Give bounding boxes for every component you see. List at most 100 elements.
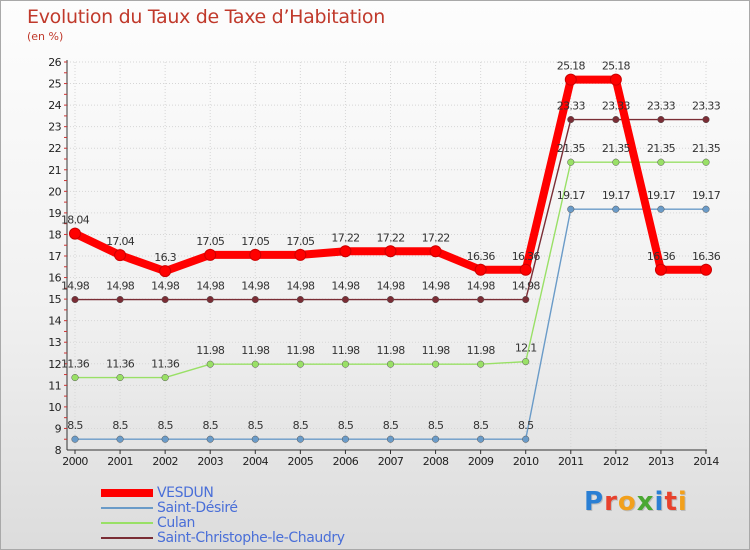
data-point (702, 205, 710, 213)
data-label: 14.98 (106, 280, 135, 293)
data-point (116, 374, 124, 382)
data-point (251, 360, 259, 368)
legend-label-culan: Culan (157, 515, 195, 531)
y-tick-label: 8 (55, 444, 62, 457)
data-point (294, 248, 307, 261)
data-label: 14.98 (61, 280, 90, 293)
data-point (384, 245, 397, 258)
legend-label-saint-christophe: Saint-Christophe-le-Chaudry (157, 530, 345, 546)
data-label: 17.05 (241, 235, 270, 248)
y-tick-label: 9 (55, 422, 62, 435)
data-label: 11.98 (422, 344, 451, 357)
y-tick-label: 20 (48, 185, 61, 198)
data-point (612, 116, 620, 124)
data-label: 19.17 (647, 189, 676, 202)
x-tick-label: 2013 (648, 455, 674, 468)
data-point (204, 248, 217, 261)
y-tick-label: 17 (48, 250, 61, 263)
data-point (296, 295, 304, 304)
data-label: 8.5 (338, 419, 354, 432)
data-label: 11.36 (61, 358, 90, 371)
legend-swatch-saint-christophe (101, 537, 153, 539)
y-tick-label: 13 (48, 336, 61, 349)
legend-swatch-vesdun (101, 489, 153, 497)
data-point (341, 435, 349, 443)
y-tick-label: 22 (48, 142, 61, 155)
logo-letter: x (636, 487, 655, 517)
data-point (206, 295, 214, 304)
x-tick-label: 2005 (288, 455, 314, 468)
data-label: 8.5 (112, 419, 128, 432)
data-label: 12.1 (515, 342, 537, 355)
data-label: 8.5 (203, 419, 219, 432)
chart-unit: (en %) (27, 30, 64, 43)
data-label: 23.33 (647, 100, 676, 113)
data-point (700, 263, 712, 276)
data-point (71, 435, 79, 443)
data-label: 11.98 (196, 344, 225, 357)
data-point (159, 265, 172, 278)
data-point (116, 435, 124, 443)
proxiti-logo: Proxiti (584, 487, 688, 517)
data-point (657, 158, 665, 166)
data-point (522, 435, 530, 443)
data-label: 8.5 (473, 419, 489, 432)
data-point (609, 73, 622, 86)
data-label: 14.98 (377, 280, 406, 293)
data-label: 21.35 (602, 142, 631, 155)
data-point (296, 360, 304, 368)
data-point (251, 435, 259, 443)
data-point (612, 158, 620, 166)
data-point (432, 360, 440, 368)
logo-letter: i (677, 487, 688, 517)
x-tick-label: 2006 (333, 455, 359, 468)
data-point (567, 116, 575, 124)
data-label: 14.98 (196, 280, 225, 293)
y-tick-label: 10 (48, 401, 61, 414)
data-point (114, 249, 127, 262)
data-label: 18.04 (61, 214, 90, 227)
data-point (341, 295, 349, 304)
data-point (522, 295, 530, 304)
y-tick-label: 12 (48, 358, 61, 371)
logo-letter: o (617, 487, 637, 517)
data-point (71, 295, 79, 304)
x-tick-label: 2012 (603, 455, 629, 468)
data-point (474, 263, 487, 276)
data-label: 25.18 (557, 60, 586, 73)
data-label: 17.22 (422, 231, 450, 244)
y-tick-label: 25 (48, 78, 61, 91)
data-label: 21.35 (692, 142, 721, 155)
y-tick-label: 19 (48, 207, 61, 220)
logo-letter: i (654, 487, 665, 517)
x-tick-label: 2009 (468, 455, 494, 468)
data-label: 17.22 (377, 231, 405, 244)
data-label: 8.5 (518, 419, 534, 432)
data-point (702, 116, 710, 124)
data-label: 17.22 (331, 231, 359, 244)
data-label: 11.98 (467, 344, 496, 357)
data-point (477, 360, 485, 368)
data-point (702, 158, 710, 166)
data-label: 14.98 (467, 280, 496, 293)
x-tick-label: 2014 (693, 455, 719, 468)
data-point (386, 295, 395, 304)
data-point (522, 358, 530, 366)
data-label: 11.36 (151, 358, 180, 371)
data-point (161, 295, 169, 304)
x-tick-label: 2001 (107, 455, 133, 468)
x-tick-label: 2011 (558, 455, 584, 468)
data-point (612, 205, 620, 213)
data-label: 8.5 (248, 419, 264, 432)
data-label: 14.98 (331, 280, 360, 293)
data-label: 19.17 (602, 189, 631, 202)
y-tick-label: 15 (48, 293, 61, 306)
logo-letter: t (664, 487, 678, 517)
data-label: 16.36 (692, 250, 721, 263)
data-label: 11.98 (331, 344, 360, 357)
legend-swatch-saint-desire (101, 507, 153, 509)
x-tick-label: 2008 (423, 455, 449, 468)
data-point (477, 435, 485, 443)
x-tick-label: 2007 (378, 455, 404, 468)
